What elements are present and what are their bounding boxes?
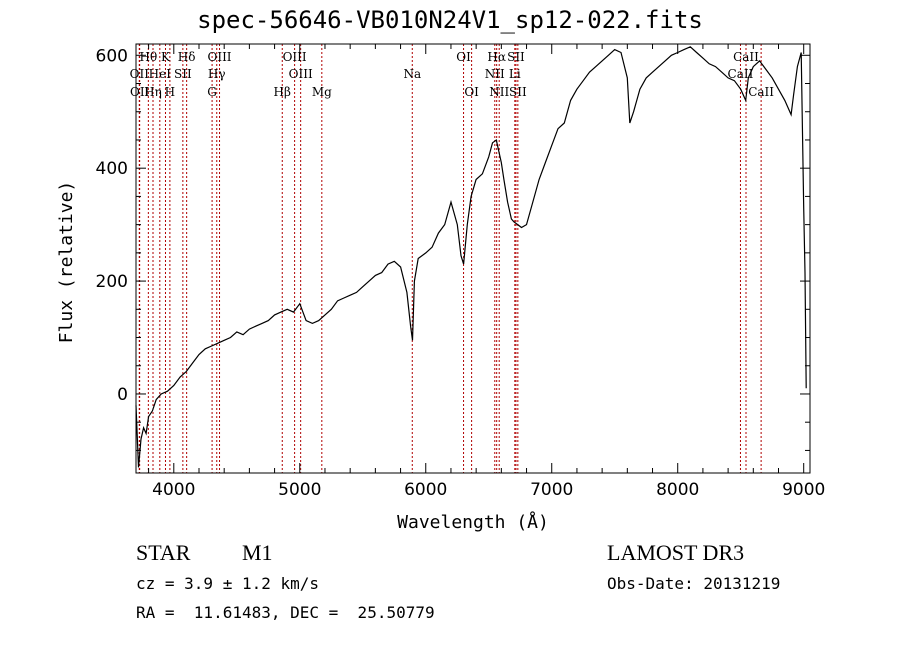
object-subclass: M1 <box>242 540 273 565</box>
line-marker-label: Hη <box>144 85 162 99</box>
y-tick-label: 600 <box>96 46 128 66</box>
redshift-velocity: cz = 3.9 ± 1.2 km/s <box>136 574 320 593</box>
line-marker-label: Hδ <box>178 50 196 64</box>
x-tick-label: 8000 <box>656 480 699 500</box>
line-marker-label: CaII <box>733 50 759 64</box>
y-tick-label: 0 <box>117 385 128 405</box>
line-marker-label: SII <box>507 50 525 64</box>
object-class: STAR <box>136 540 191 565</box>
y-axis-label: Flux (relative) <box>56 181 77 344</box>
line-marker-label: Li <box>509 67 521 81</box>
line-marker-label: SII <box>174 67 192 81</box>
line-marker-label: Mg <box>312 85 332 99</box>
line-marker-label: OI <box>464 85 479 99</box>
line-marker-label: OIII <box>207 50 231 64</box>
line-marker-label: OII <box>130 67 150 81</box>
x-axis-label: Wavelength (Å) <box>397 511 549 533</box>
line-marker-label: Na <box>403 67 421 81</box>
y-tick-label: 200 <box>96 272 128 292</box>
y-axis: 0 200 400 600 <box>96 46 810 451</box>
line-marker-label: Hγ <box>208 67 226 81</box>
line-marker-label: Hβ <box>274 85 291 99</box>
line-marker-label: SII <box>509 85 527 99</box>
x-tick-label: 7000 <box>530 480 573 500</box>
x-axis: 4000 5000 6000 7000 8000 9000 <box>148 44 825 500</box>
line-marker-label: G <box>207 85 217 99</box>
line-marker-label: OIII <box>289 67 313 81</box>
line-marker-label: OIII <box>283 50 307 64</box>
survey-name: LAMOST DR3 <box>607 540 745 565</box>
line-marker-label: H <box>165 85 175 99</box>
line-marker-label: CaII <box>748 85 774 99</box>
line-marker-label: NII <box>485 67 505 81</box>
x-tick-label: 9000 <box>782 480 825 500</box>
observation-date: Obs-Date: 20131219 <box>607 574 781 593</box>
line-marker-label: OII <box>130 85 150 99</box>
line-marker-label: CaII <box>728 67 754 81</box>
line-marker-label: Hθ <box>139 50 157 64</box>
line-markers-group <box>138 44 762 473</box>
line-marker-label: NII <box>489 85 509 99</box>
line-marker-label: K <box>161 50 171 64</box>
line-marker-label: HeI <box>149 67 172 81</box>
x-tick-label: 4000 <box>152 480 195 500</box>
chart-title: spec-56646-VB010N24V1_sp12-022.fits <box>197 6 703 34</box>
x-tick-label: 6000 <box>404 480 447 500</box>
line-marker-label: Hα <box>487 50 506 64</box>
y-tick-label: 400 <box>96 159 128 179</box>
plot-frame <box>135 43 811 474</box>
spectrum-line <box>135 46 807 468</box>
line-labels-group: HθOIIOIIHηHeIKHSIIHδGHγOIIIHβOIIIOIIIMgN… <box>130 50 775 99</box>
line-marker-label: OI <box>456 50 471 64</box>
x-tick-label: 5000 <box>278 480 321 500</box>
coordinates: RA = 11.61483, DEC = 25.50779 <box>136 603 435 622</box>
